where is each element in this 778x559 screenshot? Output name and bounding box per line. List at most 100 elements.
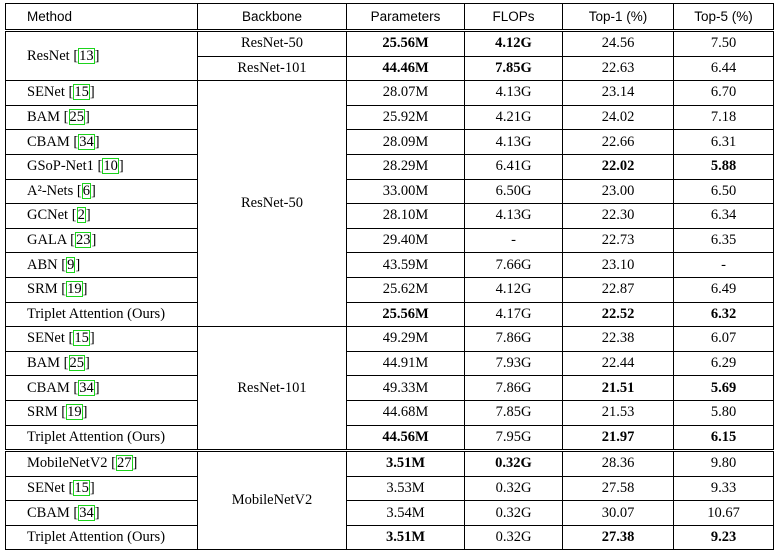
citation-bracket: ] — [91, 232, 97, 249]
citation-bracket: ] — [94, 47, 100, 64]
flops-cell: 6.41G — [464, 153, 563, 180]
table-group: SENet [15] ResNet-50 28.07M 4.13G 23.14 6.70 B… — [5, 80, 774, 328]
citation-bracket: ] — [82, 404, 88, 421]
method-cell: SRM [19] — [5, 276, 198, 303]
parameters-cell: 25.56M — [346, 29, 465, 57]
citation-link[interactable]: 19 — [66, 404, 83, 421]
method-name: Triplet Attention (Ours) — [27, 428, 166, 445]
citation-bracket: ] — [85, 355, 90, 372]
flops-cell: 7.85G — [464, 55, 563, 82]
method-name: MobileNetV2 — [27, 455, 108, 472]
parameters-cell: 3.54M — [346, 500, 465, 526]
citation-bracket: [ — [68, 330, 74, 347]
citation-bracket: ] — [85, 207, 91, 224]
top5-cell: 9.23 — [673, 524, 774, 551]
method-name: BAM — [27, 109, 61, 126]
citation-link[interactable]: 6 — [81, 182, 91, 199]
citation-link[interactable]: 34 — [78, 379, 95, 396]
parameters-cell: 49.29M — [346, 326, 465, 352]
top5-cell: - — [673, 252, 774, 278]
citation-bracket: [ — [73, 504, 79, 521]
method-cell: ResNet [13] — [5, 28, 198, 82]
table-group: SENet [15] ResNet-101 49.29M 7.86G 22.38 6.07… — [5, 326, 774, 452]
top1-cell: 24.56 — [562, 29, 674, 57]
table-row: GALA [23] 29.40M -22.73 6.35 — [5, 227, 774, 254]
top1-cell: 22.66 — [562, 129, 674, 155]
table-row: ResNet-101 44.46M 7.85G 22.63 6.44 — [6, 55, 774, 82]
citation-bracket: ] — [89, 84, 95, 101]
flops-cell: 4.13G — [464, 129, 563, 155]
citation-link[interactable]: 13 — [78, 47, 95, 64]
table-row: SENet [15] ResNet-50 28.07M 4.13G 23.14 6.70 — [5, 80, 774, 328]
citation-link[interactable]: 25 — [68, 109, 86, 126]
top1-cell: 21.53 — [562, 399, 674, 426]
method-name: SENet — [27, 479, 65, 496]
method-cell: A²-Nets [6] — [5, 178, 198, 205]
citation-bracket: ] — [75, 256, 81, 273]
citation-link[interactable]: 34 — [78, 133, 95, 150]
citation-link[interactable]: 27 — [116, 455, 133, 472]
column-header-top5: Top-5 (%) — [673, 3, 774, 31]
citation-link[interactable]: 9 — [66, 256, 76, 273]
top5-cell: 5.69 — [673, 375, 774, 401]
flops-cell: 7.85G — [464, 399, 563, 426]
method-name: ResNet — [27, 47, 70, 64]
method-cell: GCNet [2] — [5, 203, 198, 229]
top1-cell: 21.51 — [562, 375, 674, 401]
backbone-cell: MobileNetV2 — [197, 449, 347, 551]
citation-bracket: ] — [82, 281, 88, 298]
top5-cell: 6.50 — [673, 178, 774, 205]
table-row: SENet [15] ResNet-101 49.29M 7.86G 22.38 6.07 — [5, 326, 774, 452]
backbone-cell: ResNet-101 — [197, 55, 347, 82]
table-group: MobileNetV2 [27] MobileNetV2 3.51M 0.32G 28.… — [5, 449, 774, 551]
citation-link[interactable]: 23 — [74, 232, 92, 249]
top1-cell: 22.38 — [562, 326, 674, 352]
backbone-cell: ResNet-101 — [197, 326, 347, 452]
flops-cell: 7.86G — [464, 326, 563, 352]
flops-cell: 0.32G — [464, 475, 563, 502]
top1-cell: 23.14 — [562, 80, 674, 106]
table-row: A²-Nets [6] 33.00M 6.50G 23.00 6.50 — [5, 178, 774, 205]
column-header-backbone: Backbone — [197, 3, 347, 31]
parameters-cell: 25.92M — [346, 104, 465, 131]
table-row: ABN [9] 43.59M 7.66G 23.10- — [5, 252, 774, 278]
top5-cell: 7.50 — [673, 29, 774, 57]
table-row: BAM [25] 44.91M 7.93G 22.44 6.29 — [5, 350, 774, 377]
citation-link[interactable]: 34 — [78, 504, 95, 521]
table-row: BAM [25] 25.92M 4.21G 24.02 7.18 — [5, 104, 774, 131]
top5-cell: 10.67 — [673, 500, 774, 526]
table-group: ResNet [13] ResNet-50 25.56M 4.12G 24.56 7.50… — [5, 28, 774, 82]
citation-link[interactable]: 15 — [73, 84, 90, 101]
top1-cell: 21.97 — [562, 424, 674, 452]
parameters-cell: 28.29M — [346, 153, 465, 180]
parameters-cell: 28.09M — [346, 129, 465, 155]
flops-cell: 4.13G — [464, 203, 563, 229]
flops-cell: 4.21G — [464, 104, 563, 131]
citation-bracket: [ — [111, 455, 117, 472]
table-row: CBAM [34] 3.54M 0.32G 30.07 10.67 — [5, 500, 774, 526]
parameters-cell: 44.68M — [346, 399, 465, 426]
citation-link[interactable]: 15 — [73, 479, 90, 496]
citation-link[interactable]: 2 — [76, 207, 86, 224]
top1-cell: 28.36 — [562, 449, 674, 477]
citation-bracket: ] — [90, 182, 96, 199]
column-header-parameters: Parameters — [346, 3, 465, 31]
table-header: Method Backbone Parameters FLOPs Top-1 (… — [5, 3, 774, 31]
parameters-cell: 25.62M — [346, 276, 465, 303]
citation-link[interactable]: 10 — [102, 158, 119, 175]
citation-link[interactable]: 19 — [66, 281, 83, 298]
citation-link[interactable]: 25 — [68, 355, 86, 372]
parameters-cell: 49.33M — [346, 375, 465, 401]
citation-bracket: [ — [97, 158, 103, 175]
flops-cell: 7.66G — [464, 252, 563, 278]
top1-cell: 24.02 — [562, 104, 674, 131]
results-table: Method Backbone Parameters FLOPs Top-1 (… — [5, 3, 774, 551]
citation-link[interactable]: 15 — [73, 330, 90, 347]
top5-cell: 6.15 — [673, 424, 774, 452]
flops-cell: 0.32G — [464, 500, 563, 526]
column-header-flops: FLOPs — [464, 3, 563, 31]
method-cell: BAM [25] — [5, 350, 198, 377]
top5-cell: 6.07 — [673, 326, 774, 352]
top5-cell: 6.34 — [673, 203, 774, 229]
flops-cell: 7.95G — [464, 424, 563, 452]
